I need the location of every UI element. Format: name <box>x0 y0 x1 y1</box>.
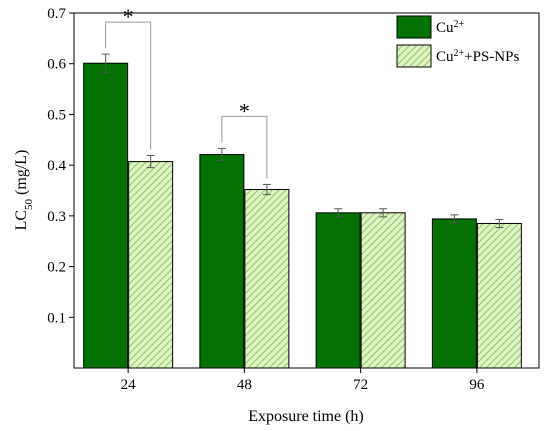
plot-frame <box>73 12 540 369</box>
x-tick-label: 72 <box>353 377 368 393</box>
y-axis-label: LC50 (mg/L) <box>13 150 35 231</box>
plot-area <box>83 53 522 369</box>
x-tick-label: 48 <box>237 377 252 393</box>
y-tick-label: 0.4 <box>47 158 66 174</box>
y-axis: 0.1 0.2 0.3 0.4 0.5 0.6 0.7 <box>47 6 74 326</box>
error-bar-cu-48 <box>217 147 226 162</box>
significance-markers: ** <box>105 4 268 179</box>
bar-cu-psnps-96 <box>476 222 522 369</box>
bar-cu-96 <box>431 218 477 369</box>
bar-cu-48 <box>199 153 245 369</box>
y-tick-label: 0.6 <box>47 57 66 73</box>
bar-cu-psnps-48 <box>244 188 290 369</box>
x-tick-label: 96 <box>469 377 485 393</box>
x-axis-label: Exposure time (h) <box>248 408 364 425</box>
bar-cu-psnps-72 <box>360 212 406 369</box>
y-tick-label: 0.7 <box>47 6 66 22</box>
error-bar-cu-psnps-72 <box>379 208 388 218</box>
y-tick-label: 0.5 <box>47 107 66 123</box>
y-tick-label: 0.3 <box>47 209 66 225</box>
legend: Cu2+ Cu2++PS-NPs <box>396 15 519 68</box>
error-bar-cu-96 <box>450 214 459 224</box>
significance-bracket: * <box>105 4 152 150</box>
bar-cu-psnps-24 <box>128 161 174 369</box>
error-bar-cu-psnps-48 <box>262 183 271 196</box>
legend-label-cu: Cu2+ <box>436 19 465 37</box>
y-tick-label: 0.1 <box>47 310 66 326</box>
y-tick-label: 0.2 <box>47 260 66 276</box>
legend-label-cu-psnps: Cu2++PS-NPs <box>436 48 519 66</box>
x-tick-label: 24 <box>121 377 137 393</box>
error-bar-cu-psnps-96 <box>495 218 504 229</box>
legend-swatch-cu <box>396 15 432 39</box>
significance-bracket: * <box>221 98 268 179</box>
significance-asterisk: * <box>123 4 134 29</box>
bar-cu-72 <box>315 212 361 369</box>
error-bar-cu-72 <box>334 208 343 218</box>
legend-swatch-cu-psnps <box>396 44 432 68</box>
error-bar-cu-24 <box>101 53 110 73</box>
significance-asterisk: * <box>239 98 250 123</box>
x-axis: 24 48 72 96 <box>121 368 485 393</box>
bar-cu-24 <box>83 62 129 369</box>
error-bar-cu-psnps-24 <box>146 155 155 169</box>
